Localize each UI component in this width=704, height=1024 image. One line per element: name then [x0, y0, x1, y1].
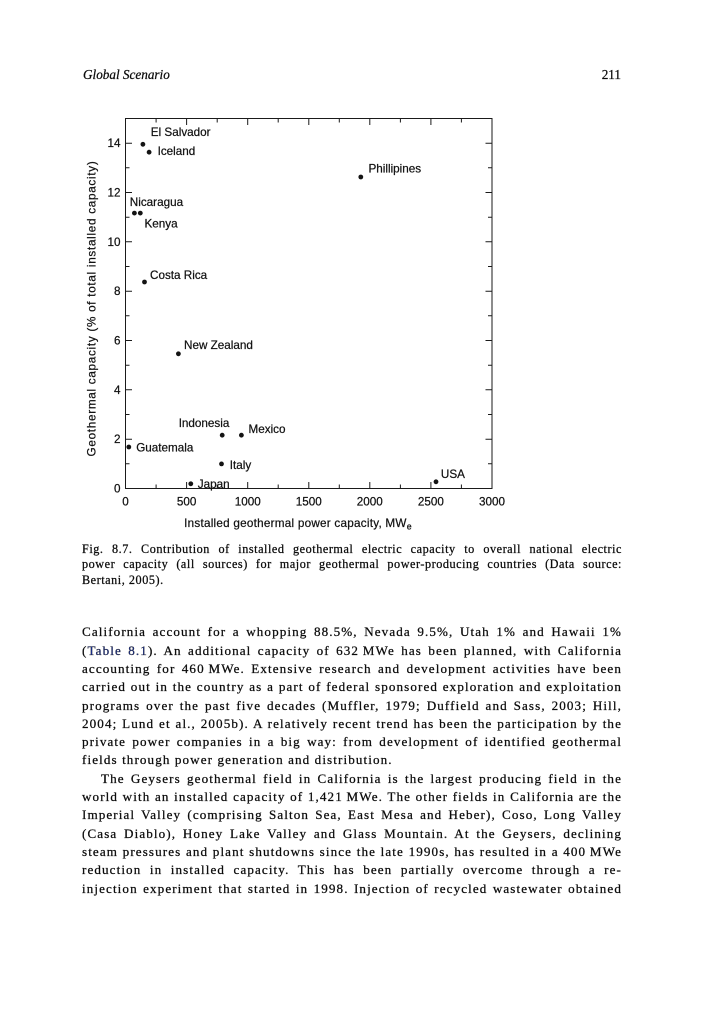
svg-text:3000: 3000 — [479, 496, 506, 509]
svg-text:6: 6 — [114, 335, 121, 348]
svg-text:Phillipines: Phillipines — [369, 163, 422, 176]
svg-text:Mexico: Mexico — [249, 423, 287, 436]
svg-text:2500: 2500 — [418, 496, 445, 509]
svg-text:2: 2 — [114, 433, 121, 446]
svg-text:El Salvador: El Salvador — [151, 126, 211, 139]
svg-text:Installed geothermal power cap: Installed geothermal power capacity, MWe — [184, 517, 412, 532]
svg-text:0: 0 — [114, 483, 121, 496]
svg-text:Italy: Italy — [230, 459, 252, 472]
svg-text:Geothermal capacity (% of tota: Geothermal capacity (% of total installe… — [86, 161, 99, 457]
svg-text:14: 14 — [107, 137, 121, 150]
svg-text:Costa Rica: Costa Rica — [150, 269, 208, 282]
svg-text:10: 10 — [107, 236, 121, 249]
svg-text:Nicaragua: Nicaragua — [130, 196, 184, 209]
svg-text:2000: 2000 — [357, 496, 384, 509]
svg-text:New Zealand: New Zealand — [184, 339, 253, 352]
svg-text:12: 12 — [107, 187, 120, 200]
svg-text:1500: 1500 — [296, 496, 323, 509]
svg-text:Japan: Japan — [198, 478, 230, 491]
svg-text:Kenya: Kenya — [145, 218, 179, 231]
svg-text:Iceland: Iceland — [158, 145, 196, 158]
svg-text:8: 8 — [114, 285, 121, 298]
svg-text:Guatemala: Guatemala — [136, 442, 194, 455]
svg-text:1000: 1000 — [235, 496, 262, 509]
svg-text:USA: USA — [441, 468, 465, 481]
svg-text:0: 0 — [122, 496, 129, 509]
svg-text:Indonesia: Indonesia — [179, 417, 230, 430]
svg-text:4: 4 — [114, 384, 121, 397]
svg-text:500: 500 — [177, 496, 197, 509]
